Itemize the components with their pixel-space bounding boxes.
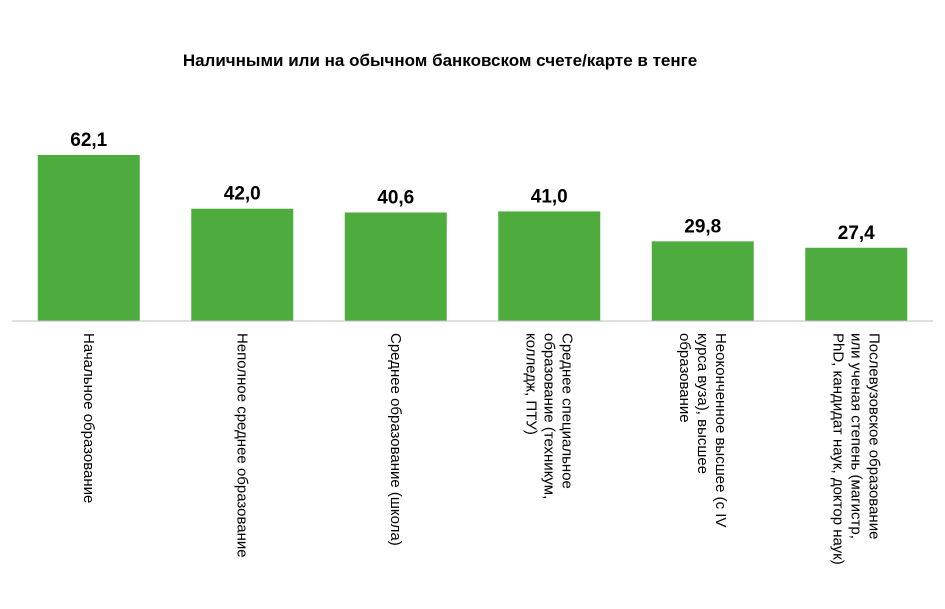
chart-title: Наличными или на обычном банковском счет… <box>183 51 697 70</box>
category-label-6: Послевузовское образованиеили ученая сте… <box>829 333 882 565</box>
data-label-2: 42,0 <box>224 184 261 205</box>
bar-5 <box>651 241 754 321</box>
data-label-3: 40,6 <box>377 187 414 208</box>
category-label-4: Среднее специальноеобразование (техникум… <box>522 333 575 499</box>
category-label-2: Неполное среднее образование <box>233 333 250 558</box>
bar-1 <box>37 155 140 321</box>
bars-group: 62,1 42,0 40,6 41,0 29,8 27,4 <box>37 130 908 321</box>
data-label-4: 41,0 <box>531 186 568 207</box>
category-label-1: Начальное образование <box>80 333 97 503</box>
bar-4 <box>498 211 601 321</box>
data-label-1: 62,1 <box>70 130 107 151</box>
category-label-5: Неоконченное высшее (с IVкурса вуза), вы… <box>676 333 729 527</box>
data-label-5: 29,8 <box>684 216 721 237</box>
data-label-6: 27,4 <box>838 223 875 244</box>
bar-6 <box>805 247 908 321</box>
category-label-3: Среднее образование (школа) <box>387 333 404 546</box>
bar-2 <box>191 208 294 321</box>
category-labels-group: Начальное образование Неполное среднее об… <box>80 333 883 565</box>
bar-3 <box>344 212 447 321</box>
